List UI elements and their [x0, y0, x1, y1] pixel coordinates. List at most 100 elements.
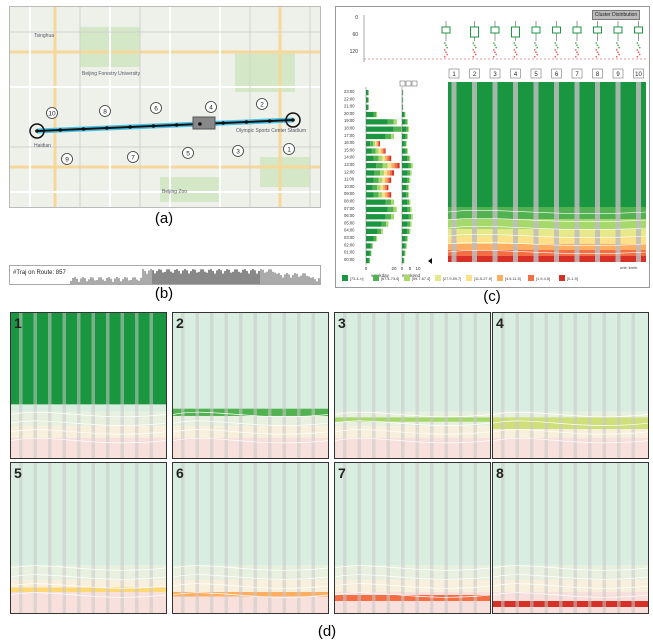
weekend-bar[interactable]	[408, 192, 410, 198]
weekend-bar[interactable]	[402, 250, 405, 256]
weekend-bar[interactable]	[410, 206, 412, 213]
view-toggle-icon[interactable]	[399, 80, 406, 87]
boxplot[interactable]	[441, 21, 451, 58]
weekday-bar[interactable]	[366, 184, 373, 191]
weekday-bar[interactable]	[382, 148, 385, 154]
weekend-bar[interactable]	[407, 199, 410, 205]
weekend-bar[interactable]	[406, 184, 409, 191]
weekday-bar[interactable]	[387, 177, 390, 183]
weekend-bar[interactable]	[408, 214, 412, 220]
highlighted-cluster-band[interactable]	[335, 595, 490, 601]
segment-label-box[interactable]	[571, 68, 583, 79]
weekday-bar[interactable]	[387, 119, 394, 125]
station-marker[interactable]: 1	[283, 143, 295, 155]
station-marker[interactable]: 7	[127, 151, 139, 163]
weekday-bar[interactable]	[371, 250, 372, 256]
weekday-bar[interactable]	[369, 250, 372, 256]
weekday-bar[interactable]	[376, 111, 378, 118]
weekday-bar[interactable]	[391, 133, 394, 140]
speed-cluster-band[interactable]	[448, 219, 646, 229]
weekday-bar[interactable]	[393, 119, 397, 125]
weekday-bar[interactable]	[366, 163, 377, 169]
weekend-bar[interactable]	[402, 199, 408, 205]
weekday-bar[interactable]	[377, 141, 380, 147]
segment-label-box[interactable]	[469, 68, 480, 79]
weekend-bar[interactable]	[402, 184, 407, 191]
station-marker[interactable]: 3	[232, 145, 244, 157]
highlighted-cluster-band[interactable]	[335, 417, 490, 422]
weekend-bar[interactable]	[406, 141, 407, 147]
weekday-bar[interactable]	[384, 148, 386, 154]
weekend-bar[interactable]	[405, 148, 408, 154]
weekday-bar[interactable]	[397, 163, 400, 169]
weekend-bar[interactable]	[409, 199, 411, 205]
weekend-bar[interactable]	[402, 119, 406, 125]
weekday-bar[interactable]	[375, 141, 377, 147]
station-marker[interactable]: 9	[61, 153, 73, 165]
weekday-bar[interactable]	[376, 163, 383, 169]
weekday-bar[interactable]	[382, 184, 386, 191]
segment-label-box[interactable]	[489, 68, 501, 79]
segment-label-box[interactable]	[448, 68, 460, 79]
weekday-bar[interactable]	[372, 243, 373, 249]
weekday-bar[interactable]	[366, 250, 370, 256]
weekday-bar[interactable]	[382, 177, 385, 183]
weekday-bar[interactable]	[371, 148, 376, 154]
weekday-bar[interactable]	[380, 170, 385, 176]
cluster-tile[interactable]: 1	[10, 312, 167, 459]
weekday-bar[interactable]	[380, 148, 383, 154]
weekend-bar[interactable]	[402, 155, 408, 161]
cluster-tile[interactable]: 6	[172, 462, 329, 614]
weekend-bar[interactable]	[407, 170, 411, 176]
map-canvas[interactable]: Beijing Forestry University Olympic Spor…	[10, 7, 320, 207]
boxplot[interactable]	[531, 21, 541, 58]
weekend-bar[interactable]	[408, 163, 412, 169]
weekday-bar[interactable]	[366, 126, 394, 132]
weekend-bar[interactable]	[405, 250, 406, 256]
weekday-bar[interactable]	[366, 228, 378, 234]
weekday-bar[interactable]	[391, 163, 395, 169]
segment-label-box[interactable]	[612, 68, 624, 79]
weekday-bar[interactable]	[381, 221, 387, 227]
boxplot[interactable]	[634, 21, 643, 58]
weekday-bar[interactable]	[366, 148, 372, 154]
weekday-bar[interactable]	[376, 236, 378, 242]
weekday-bar[interactable]	[373, 155, 379, 161]
highlighted-cluster-band[interactable]	[173, 592, 328, 597]
weekend-bar[interactable]	[402, 243, 405, 249]
weekday-bar[interactable]	[384, 170, 387, 176]
weekend-bar[interactable]	[405, 119, 408, 125]
station-marker[interactable]: 5	[182, 147, 194, 159]
weekday-bar[interactable]	[366, 119, 388, 125]
weekday-bar[interactable]	[384, 192, 388, 198]
weekday-bar[interactable]	[366, 111, 374, 118]
weekend-bar[interactable]	[402, 126, 407, 132]
weekday-bar[interactable]	[373, 177, 379, 183]
weekend-bar[interactable]	[410, 221, 412, 227]
weekend-bar[interactable]	[402, 111, 405, 118]
weekday-bar[interactable]	[366, 90, 368, 96]
weekday-bar[interactable]	[382, 163, 388, 169]
highlighted-cluster-band[interactable]	[493, 601, 648, 607]
highlighted-cluster-band[interactable]	[493, 417, 648, 429]
station-marker[interactable]: 4	[205, 101, 217, 113]
weekend-bar[interactable]	[405, 133, 408, 140]
weekend-bar[interactable]	[407, 133, 408, 140]
weekday-bar[interactable]	[366, 104, 368, 110]
segment-label-box[interactable]	[551, 68, 562, 79]
cluster-tile[interactable]: 4	[492, 312, 649, 459]
station-marker[interactable]: 10	[46, 107, 58, 119]
weekend-bar[interactable]	[402, 133, 406, 140]
weekday-bar[interactable]	[385, 133, 392, 140]
weekday-bar[interactable]	[387, 206, 394, 213]
weekend-bar[interactable]	[402, 163, 409, 169]
weekday-bar[interactable]	[389, 170, 393, 176]
weekday-bar[interactable]	[384, 155, 388, 161]
weekday-bar[interactable]	[368, 257, 370, 264]
weekend-bar[interactable]	[409, 228, 411, 234]
weekday-bar[interactable]	[387, 170, 390, 176]
weekday-bar[interactable]	[378, 192, 383, 198]
weekend-bar[interactable]	[405, 236, 408, 242]
weekend-bar[interactable]	[407, 221, 411, 227]
weekend-bar[interactable]	[407, 148, 408, 154]
